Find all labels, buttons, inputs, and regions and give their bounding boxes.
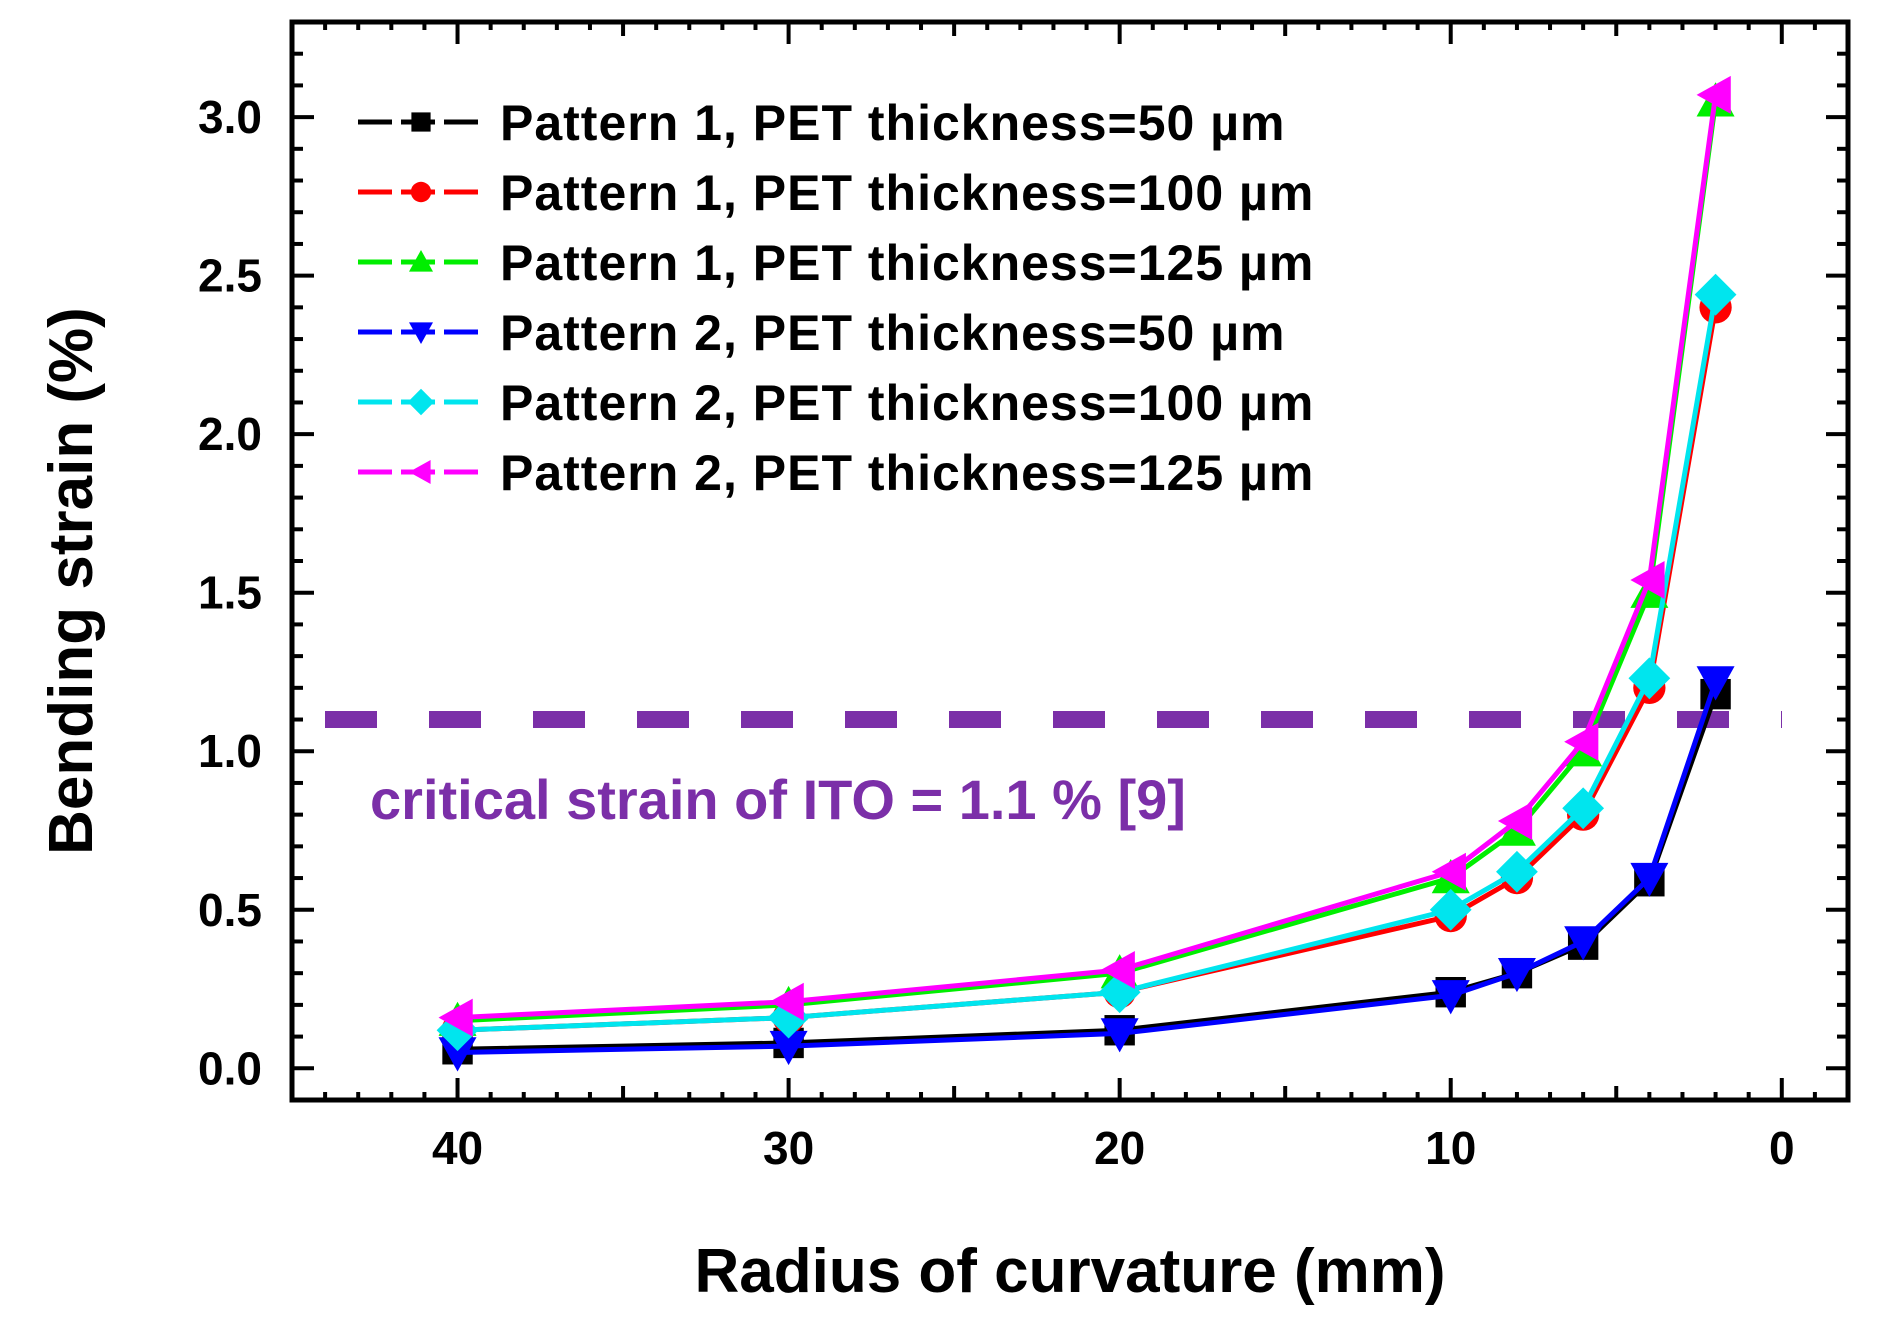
legend-marker bbox=[410, 181, 432, 203]
x-tick-label: 40 bbox=[432, 1122, 483, 1174]
legend-marker bbox=[409, 322, 433, 344]
x-tick-label: 10 bbox=[1425, 1122, 1476, 1174]
data-point bbox=[1630, 561, 1665, 600]
legend-item: Pattern 1, PET thickness=125 µm bbox=[358, 235, 1314, 291]
legend-item: Pattern 1, PET thickness=100 µm bbox=[358, 165, 1314, 221]
data-point bbox=[1100, 1018, 1139, 1053]
tick-labels-group: 40 30 20 10 0 0.0 0.5 1.0 1.5 2.0 2.5 3.0 bbox=[198, 91, 1795, 1174]
data-point bbox=[1628, 657, 1671, 700]
x-tick-label: 30 bbox=[763, 1122, 814, 1174]
legend-item: Pattern 2, PET thickness=100 µm bbox=[358, 375, 1314, 431]
critical-strain-annotation: critical strain of ITO = 1.1 % [9] bbox=[370, 768, 1186, 831]
series-4 bbox=[438, 666, 1735, 1072]
legend-label: Pattern 1, PET thickness=125 µm bbox=[500, 235, 1314, 291]
legend-item: Pattern 2, PET thickness=125 µm bbox=[358, 445, 1314, 501]
data-point bbox=[1564, 722, 1599, 761]
data-point bbox=[1497, 801, 1533, 840]
data-point bbox=[438, 998, 473, 1037]
x-axis-title: Radius of curvature (mm) bbox=[694, 1237, 1445, 1306]
legend-item: Pattern 1, PET thickness=50 µm bbox=[358, 95, 1286, 151]
y-tick-label: 2.5 bbox=[198, 250, 262, 302]
data-point bbox=[438, 1037, 477, 1072]
data-point bbox=[1098, 971, 1141, 1014]
series-line bbox=[457, 94, 1719, 1021]
data-point bbox=[1496, 850, 1538, 893]
axis-ticks-group bbox=[292, 22, 1848, 1102]
data-point bbox=[769, 982, 804, 1021]
data-point bbox=[436, 1009, 479, 1052]
x-tick-label: 20 bbox=[1094, 1122, 1145, 1174]
y-tick-label: 0.5 bbox=[198, 884, 262, 936]
legend-marker bbox=[407, 388, 435, 416]
series-line bbox=[457, 100, 1719, 1024]
data-point bbox=[1696, 75, 1731, 114]
data-point bbox=[1100, 951, 1135, 990]
series-6 bbox=[438, 75, 1731, 1037]
legend-marker bbox=[409, 460, 431, 484]
legend-label: Pattern 1, PET thickness=100 µm bbox=[500, 165, 1314, 221]
data-point bbox=[1431, 852, 1466, 891]
data-point bbox=[1694, 273, 1737, 316]
y-tick-label: 1.5 bbox=[198, 567, 262, 619]
legend-marker bbox=[411, 112, 431, 132]
data-point bbox=[1497, 957, 1536, 993]
legend-label: Pattern 2, PET thickness=100 µm bbox=[500, 375, 1314, 431]
series-line bbox=[457, 680, 1718, 1055]
legend-label: Pattern 1, PET thickness=50 µm bbox=[500, 95, 1286, 151]
y-tick-label: 3.0 bbox=[198, 91, 262, 143]
series-5 bbox=[436, 273, 1737, 1052]
y-tick-label: 0.0 bbox=[198, 1042, 262, 1094]
y-tick-label: 2.0 bbox=[198, 408, 262, 460]
data-point bbox=[1630, 862, 1669, 898]
data-point bbox=[1696, 666, 1735, 701]
data-point bbox=[1429, 888, 1472, 931]
data-point bbox=[769, 1030, 808, 1066]
legend-label: Pattern 2, PET thickness=50 µm bbox=[500, 305, 1286, 361]
data-point bbox=[1431, 980, 1470, 1015]
legend-marker bbox=[409, 250, 433, 272]
series-3 bbox=[438, 82, 1735, 1036]
series-group bbox=[436, 75, 1737, 1072]
x-tick-label: 0 bbox=[1769, 1122, 1795, 1174]
legend-item: Pattern 2, PET thickness=50 µm bbox=[358, 305, 1286, 361]
legend-label: Pattern 2, PET thickness=125 µm bbox=[500, 445, 1314, 501]
y-tick-label: 1.0 bbox=[198, 725, 262, 777]
legend: Pattern 1, PET thickness=50 µm Pattern 1,… bbox=[358, 95, 1314, 501]
data-point bbox=[1564, 926, 1603, 961]
data-point bbox=[1562, 787, 1605, 830]
series-line bbox=[457, 294, 1719, 1033]
y-axis-title: Bending strain (%) bbox=[37, 307, 106, 855]
